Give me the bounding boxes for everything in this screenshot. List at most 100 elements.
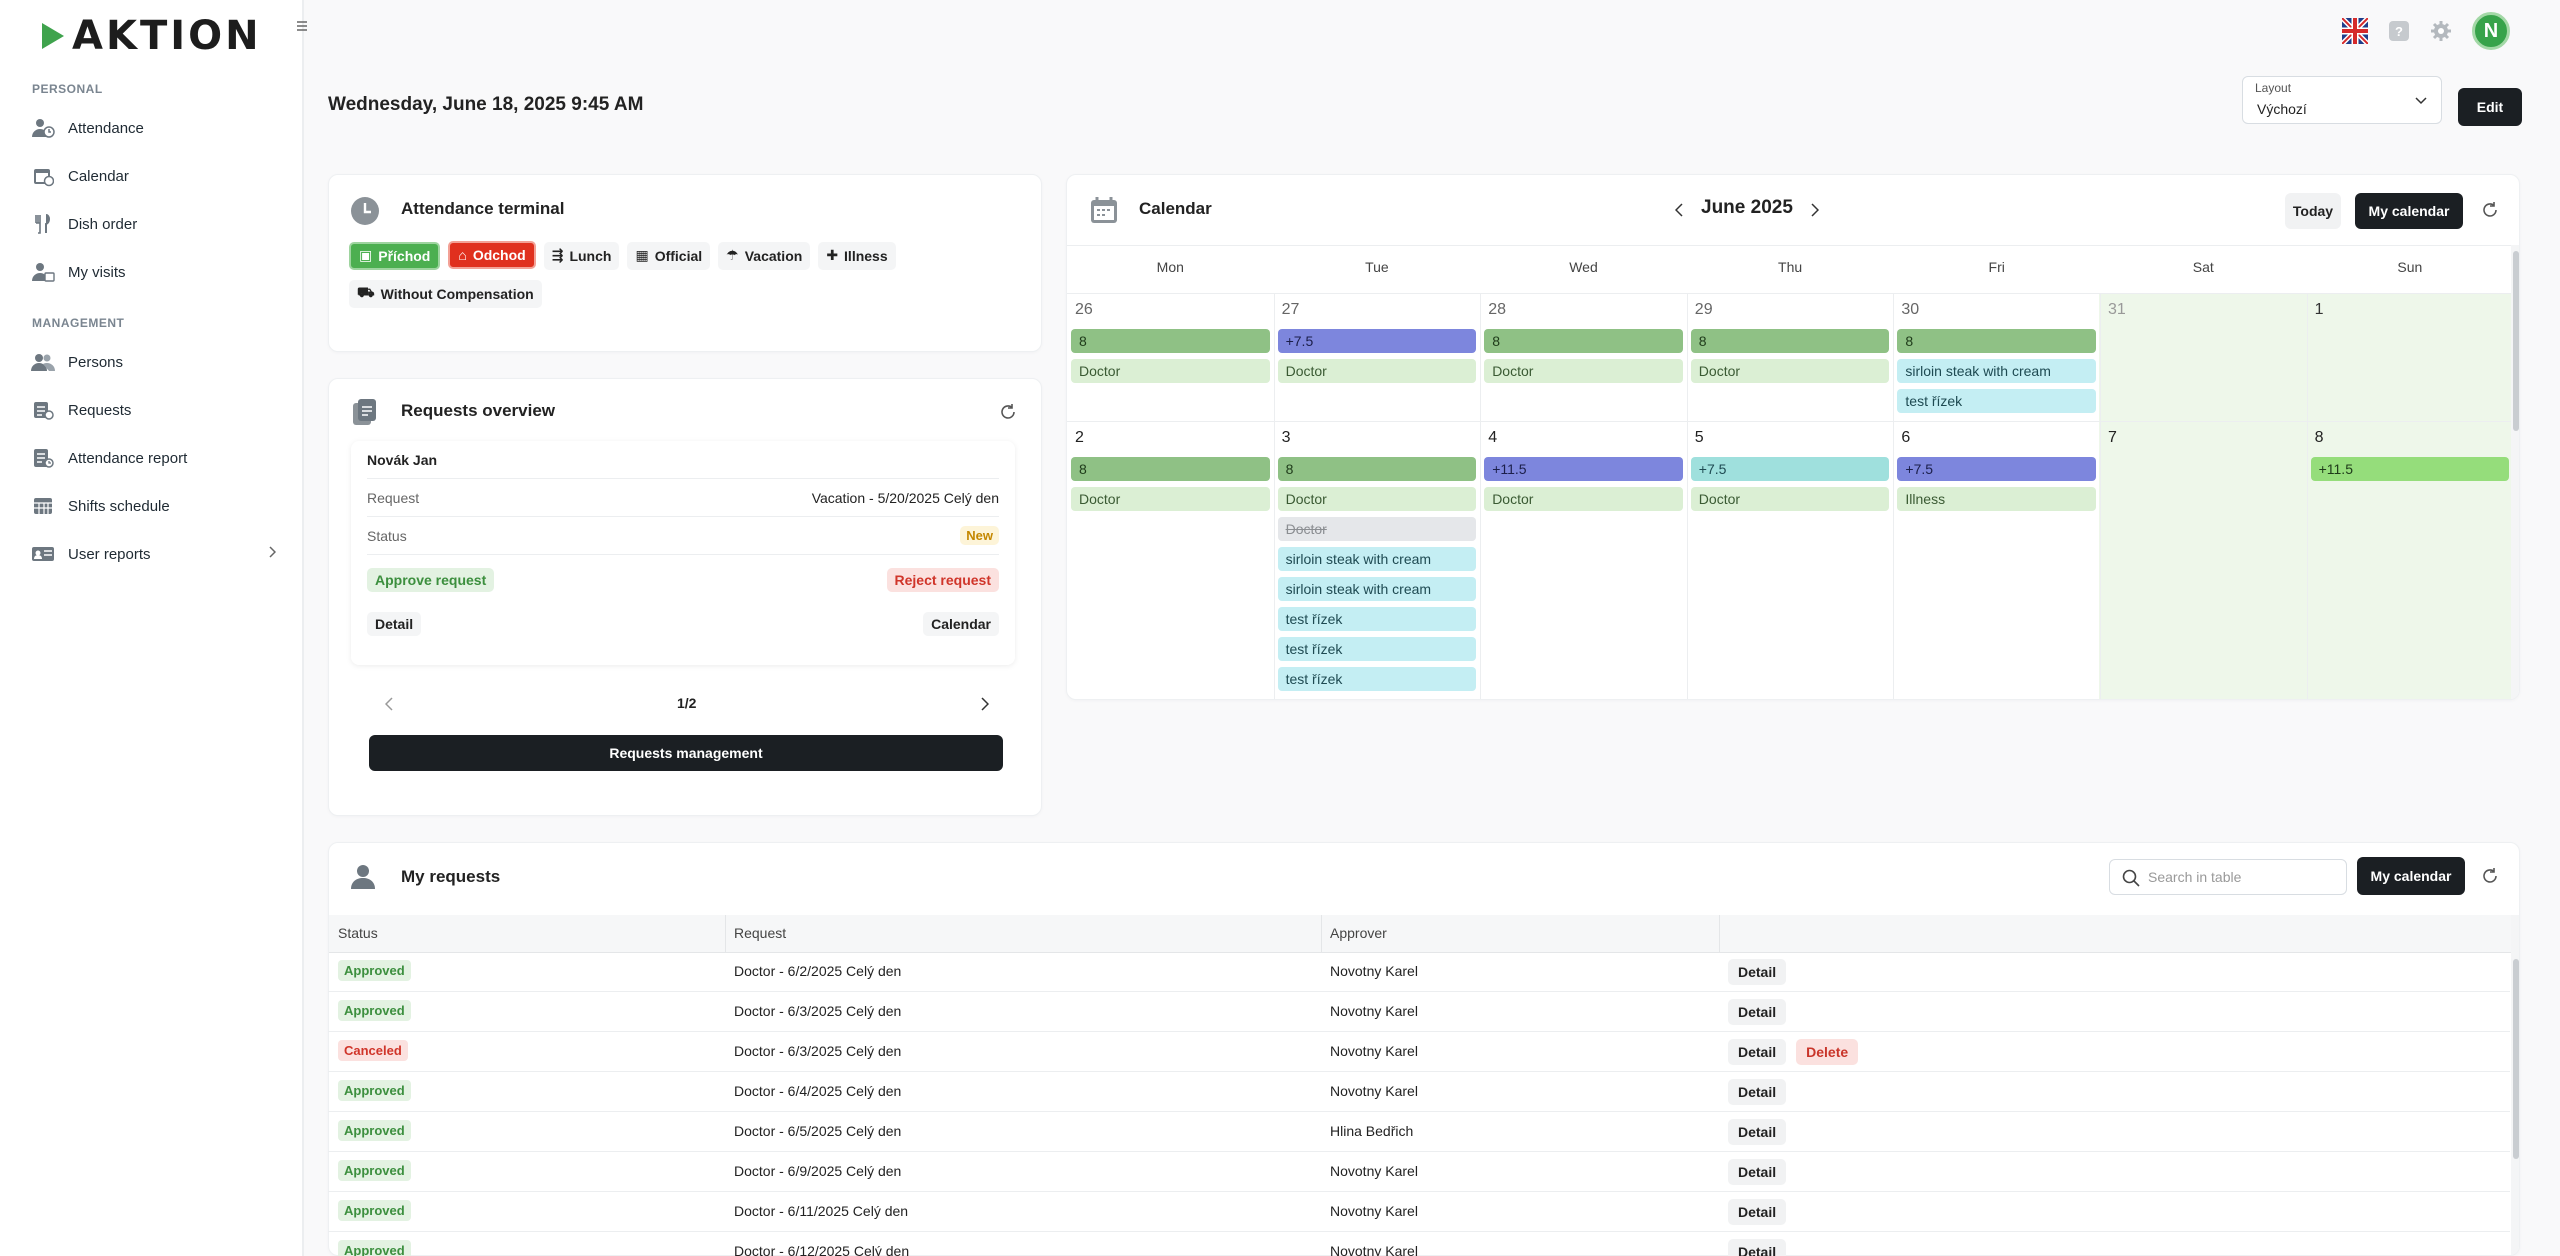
sidebar-item-attendance[interactable]: Attendance [30, 108, 286, 148]
doctor-entry[interactable]: Doctor [1484, 487, 1683, 511]
table-row[interactable]: Canceled Doctor - 6/3/2025 Celý den Novo… [328, 1032, 2510, 1072]
user-avatar[interactable]: N [2472, 12, 2510, 50]
day-number[interactable]: 1 [2314, 301, 2324, 318]
column-header-status[interactable]: Status [338, 925, 378, 941]
sidebar-item-requests[interactable]: Requests [30, 390, 286, 430]
doctor-entry[interactable]: Doctor [1690, 359, 1890, 383]
doctor-entry[interactable]: Doctor [1690, 487, 1890, 511]
table-scrollbar[interactable] [2511, 915, 2519, 1255]
table-row[interactable]: Approved Doctor - 6/5/2025 Celý den Hlin… [328, 1112, 2510, 1152]
canceled-doctor-entry[interactable]: Doctor [1277, 517, 1477, 541]
table-row[interactable]: Approved Doctor - 6/9/2025 Celý den Novo… [328, 1152, 2510, 1192]
arrival-button[interactable]: ▣ Příchod [349, 241, 441, 270]
table-row[interactable]: Approved Doctor - 6/12/2025 Celý den Nov… [328, 1232, 2510, 1256]
aktion-logo[interactable]: AKTION [40, 16, 262, 56]
hours-entry[interactable]: 8 [1484, 329, 1683, 353]
refresh-icon[interactable] [2481, 201, 2499, 219]
hours-entry[interactable]: 8 [1071, 457, 1270, 481]
official-button[interactable]: ▦ Official [627, 241, 711, 270]
departure-button[interactable]: ⌂ Odchod [448, 241, 536, 269]
day-number[interactable]: 26 [1075, 301, 1093, 318]
delete-button[interactable]: Delete [1796, 1039, 1859, 1065]
table-row[interactable]: Approved Doctor - 6/4/2025 Celý den Novo… [328, 1072, 2510, 1112]
lunch-button[interactable]: ⇶ Lunch [543, 241, 620, 270]
meal-entry[interactable]: test řízek [1277, 667, 1477, 691]
meal-entry[interactable]: sirloin steak with cream [1277, 577, 1477, 601]
sidebar-item-persons[interactable]: Persons [30, 342, 286, 382]
table-row[interactable]: Approved Doctor - 6/2/2025 Celý den Novo… [328, 952, 2510, 992]
detail-button[interactable]: Detail [1728, 1119, 1787, 1145]
detail-button[interactable]: Detail [1728, 1239, 1787, 1256]
day-number[interactable]: 4 [1488, 429, 1498, 446]
meal-entry[interactable]: sirloin steak with cream [1277, 547, 1477, 571]
hours-entry[interactable]: +7.5 [1690, 457, 1890, 481]
day-number[interactable]: 28 [1488, 301, 1506, 318]
edit-layout-button[interactable]: Edit [2458, 88, 2522, 126]
hours-entry[interactable]: 8 [1277, 457, 1477, 481]
day-number[interactable]: 30 [1901, 301, 1920, 318]
requests-management-button[interactable]: Requests management [369, 735, 1003, 771]
calendar-button[interactable]: Calendar [923, 612, 999, 636]
hours-entry[interactable]: 8 [1690, 329, 1890, 353]
approve-request-button[interactable]: Approve request [367, 568, 495, 592]
illness-entry[interactable]: Illness [1897, 487, 2096, 511]
detail-button[interactable]: Detail [1728, 959, 1787, 985]
detail-button[interactable]: Detail [367, 612, 422, 636]
help-icon[interactable]: ? [2388, 20, 2410, 42]
column-header-approver[interactable]: Approver [1330, 925, 1387, 941]
scrollbar-thumb[interactable] [2513, 959, 2519, 1159]
hours-entry[interactable]: +7.5 [1277, 329, 1477, 353]
doctor-entry[interactable]: Doctor [1277, 359, 1477, 383]
day-number[interactable]: 5 [1694, 429, 1704, 446]
prev-page-icon[interactable] [385, 697, 393, 711]
illness-button[interactable]: ✚ Illness [818, 241, 896, 270]
reject-request-button[interactable]: Reject request [886, 568, 999, 592]
refresh-icon[interactable] [999, 403, 1017, 421]
sidebar-item-shifts-schedule[interactable]: Shifts schedule [30, 486, 286, 526]
meal-entry[interactable]: sirloin steak with cream [1897, 359, 2096, 383]
settings-gear-icon[interactable] [2430, 20, 2452, 42]
prev-month-icon[interactable] [1675, 203, 1683, 217]
next-month-icon[interactable] [1811, 203, 1819, 217]
detail-button[interactable]: Detail [1728, 1079, 1787, 1105]
sidebar-item-user-reports[interactable]: User reports [30, 534, 286, 574]
day-number[interactable]: 29 [1694, 301, 1713, 318]
scrollbar-thumb[interactable] [2513, 251, 2519, 431]
table-row[interactable]: Approved Doctor - 6/3/2025 Celý den Novo… [328, 992, 2510, 1032]
sidebar-item-attendance-report[interactable]: Attendance report [30, 438, 286, 478]
hours-entry[interactable]: +11.5 [2310, 457, 2510, 481]
day-number[interactable]: 6 [1901, 429, 1911, 446]
meal-entry[interactable]: test řízek [1897, 389, 2096, 413]
day-number[interactable]: 7 [2108, 429, 2117, 446]
without-compensation-button[interactable]: ⛟ Without Compensation [349, 279, 542, 308]
day-number[interactable]: 8 [2314, 429, 2324, 446]
doctor-entry[interactable]: Doctor [1071, 487, 1270, 511]
hours-entry[interactable]: 8 [1897, 329, 2096, 353]
detail-button[interactable]: Detail [1728, 1039, 1787, 1065]
collapse-menu-icon[interactable] [296, 20, 310, 34]
hours-entry[interactable]: 8 [1071, 329, 1270, 353]
day-number[interactable]: 3 [1281, 429, 1291, 446]
my-calendar-button[interactable]: My calendar [2357, 857, 2465, 895]
meal-entry[interactable]: test řízek [1277, 607, 1477, 631]
next-page-icon[interactable] [981, 697, 989, 711]
detail-button[interactable]: Detail [1728, 999, 1787, 1025]
day-number[interactable]: 31 [2108, 301, 2126, 318]
my-calendar-button[interactable]: My calendar [2355, 193, 2463, 229]
sidebar-item-calendar[interactable]: Calendar [30, 156, 286, 196]
layout-select[interactable]: Layout Výchozí [2242, 76, 2442, 124]
day-number[interactable]: 2 [1075, 429, 1084, 446]
column-header-request[interactable]: Request [734, 925, 787, 941]
refresh-icon[interactable] [2481, 867, 2499, 885]
uk-flag-icon[interactable] [2342, 18, 2368, 44]
meal-entry[interactable]: test řízek [1277, 637, 1477, 661]
detail-button[interactable]: Detail [1728, 1199, 1787, 1225]
doctor-entry[interactable]: Doctor [1071, 359, 1270, 383]
doctor-entry[interactable]: Doctor [1484, 359, 1683, 383]
calendar-scrollbar[interactable] [2511, 245, 2519, 699]
day-number[interactable]: 27 [1281, 301, 1300, 318]
vacation-button[interactable]: ☂ Vacation [718, 241, 811, 270]
sidebar-item-dish-order[interactable]: Dish order [30, 204, 286, 244]
detail-button[interactable]: Detail [1728, 1159, 1787, 1185]
table-row[interactable]: Approved Doctor - 6/11/2025 Celý den Nov… [328, 1192, 2510, 1232]
